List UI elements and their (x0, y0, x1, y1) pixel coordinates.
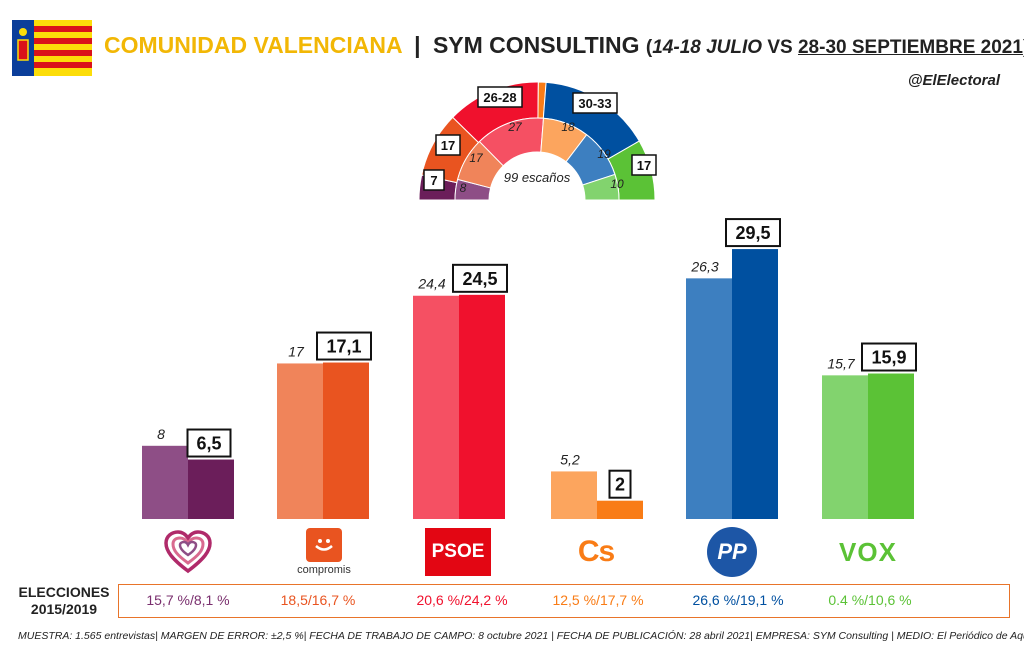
bar-new-4 (732, 249, 778, 519)
label-prev-0: 8 (157, 426, 165, 442)
vox-logo: VOX (820, 526, 916, 578)
label-prev-2: 24,4 (417, 276, 445, 292)
bar-new-2 (459, 294, 505, 519)
pp-logo: PP (684, 526, 780, 578)
pp-logo-text: PP (707, 527, 757, 577)
hemi-inner-label-1: 17 (469, 151, 484, 165)
label-prev-4: 26,3 (690, 258, 718, 274)
compromis-logo-text: compromis (297, 564, 351, 576)
hemi-outer-label-3: 30-33 (578, 96, 611, 111)
hemi-outer-label-1: 17 (441, 138, 455, 153)
region-title: COMUNIDAD VALENCIANA (104, 32, 402, 58)
bar-prev-3 (551, 471, 597, 519)
vox-logo-text: VOX (839, 536, 897, 567)
bar-prev-4 (686, 278, 732, 519)
footer-note: MUESTRA: 1.565 entrevistas| MARGEN DE ER… (18, 630, 1024, 642)
hemicycle: 8 17 27 18 19 10 7 17 26-28 30-33 17 99 escaños (418, 81, 657, 201)
hemi-outer-box-1 (435, 134, 461, 156)
label-new-3: 2 (615, 475, 625, 495)
hemi-outer-label-0: 7 (430, 173, 437, 188)
election-result-4: 26,6 %/19,1 % (692, 592, 784, 608)
psoe-logo-text: PSOE (425, 528, 491, 576)
heart-icon (164, 530, 212, 574)
label-prev-5: 15,7 (827, 355, 855, 371)
hemi-inner-label-2: 27 (507, 120, 523, 134)
cs-logo-text: Cs (577, 535, 615, 568)
cs-logo: Cs (548, 526, 644, 578)
label-box-new-1 (316, 331, 372, 361)
pollster-name: SYM CONSULTING (432, 32, 640, 58)
election-result-3: 12,5 %/17,7 % (552, 592, 644, 608)
bar-prev-2 (413, 295, 459, 519)
hemi-outer-label-4: 17 (637, 158, 651, 173)
bar-new-1 (323, 362, 369, 519)
bar-new-0 (188, 459, 234, 519)
label-box-new-0 (186, 428, 232, 458)
election-result-0: 15,7 %/8,1 % (146, 592, 230, 608)
hemi-inner-label-0: 8 (460, 181, 467, 195)
label-new-1: 17,1 (326, 337, 361, 357)
bars-group: 8 6,5 17 17,1 24,4 24,5 5,2 2 26,3 29,5 15,7 15,9 (142, 218, 917, 519)
bar-new-3 (597, 500, 643, 519)
page-title: COMUNIDAD VALENCIANA | SYM CONSULTING (1… (104, 32, 1024, 59)
hemi-outer-box-2 (477, 86, 523, 108)
valencian-flag-icon (12, 20, 92, 76)
label-box-new-2 (452, 263, 508, 293)
vs-label: VS (767, 37, 793, 58)
label-box-new-3 (608, 469, 632, 499)
title-dates: (14-18 JULIO VS 28-30 SEPTIEMBRE 2021) (645, 37, 1024, 58)
label-box-new-4 (725, 218, 781, 248)
bar-new-5 (868, 373, 914, 519)
smile-icon (306, 528, 342, 562)
hemi-outer-label-2: 26-28 (483, 90, 516, 105)
hemi-center-label: 99 escaños (504, 170, 571, 185)
election-result-1: 18,5/16,7 % (280, 592, 356, 608)
podem-logo (140, 526, 236, 578)
election-result-2: 20,6 %/24,2 % (416, 592, 508, 608)
hemi-outer-box-3 (572, 92, 618, 114)
bar-prev-5 (822, 375, 868, 519)
hemi-outer-box-4 (631, 154, 657, 176)
twitter-handle: @ElElectoral (907, 72, 1000, 89)
label-prev-1: 17 (288, 343, 305, 359)
label-prev-3: 5,2 (560, 451, 580, 467)
compromis-logo: compromis (276, 526, 372, 578)
bar-prev-1 (277, 363, 323, 519)
label-new-2: 24,5 (462, 269, 497, 289)
hemi-inner-seg-5 (581, 173, 620, 201)
hemi-outer-box-0 (423, 169, 445, 191)
previous-dates: 14-18 JULIO (652, 37, 763, 58)
title-separator: | (414, 32, 421, 58)
elections-label: ELECCIONES 2015/2019 (18, 584, 110, 617)
label-new-0: 6,5 (196, 434, 221, 454)
new-dates: 28-30 SEPTIEMBRE 2021 (797, 37, 1023, 58)
hemi-inner-label-5: 10 (610, 177, 624, 191)
elections-box (118, 584, 1010, 618)
psoe-logo: PSOE (410, 526, 506, 578)
hemi-inner-label-3: 18 (561, 120, 575, 134)
label-new-4: 29,5 (735, 223, 770, 243)
label-box-new-5 (861, 342, 917, 372)
bar-prev-0 (142, 445, 188, 519)
election-result-5: 0.4 %/10,6 % (828, 592, 912, 608)
label-new-5: 15,9 (871, 348, 906, 368)
hemi-inner-label-4: 19 (597, 147, 611, 161)
